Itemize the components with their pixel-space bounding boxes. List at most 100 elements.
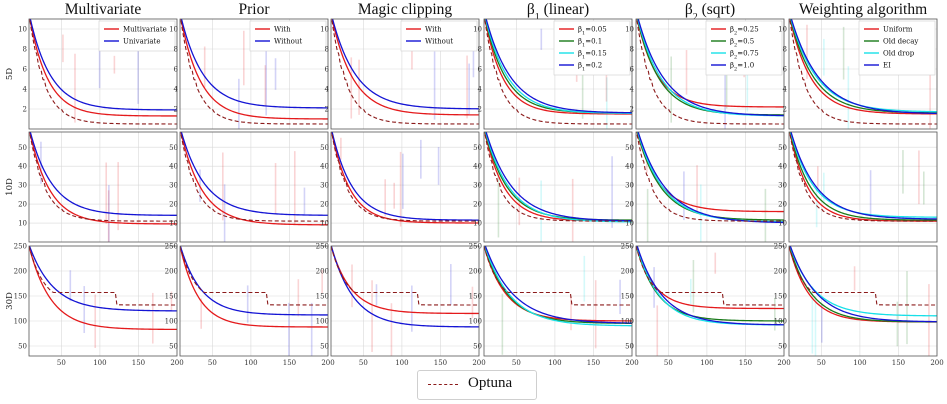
legend-optuna-line <box>428 384 458 385</box>
panel-plot-area <box>484 132 632 242</box>
y-tick-label: 20 <box>625 201 634 209</box>
panel-2-0: 2 4 6 8 10 <box>320 18 480 130</box>
series-line-without <box>331 246 479 328</box>
panel-plot-area <box>331 19 479 125</box>
series-line--2-1-0 <box>637 19 784 117</box>
optuna-dashed-line <box>29 132 177 222</box>
series-line-ei <box>790 19 937 115</box>
y-tick-label: 2 <box>174 106 178 114</box>
y-tick-label: 2 <box>783 106 787 114</box>
y-tick-label: 4 <box>325 86 330 94</box>
row-label-0: 5D <box>5 68 15 80</box>
row-label-2: 30D <box>5 292 15 310</box>
x-tick-label: 150 <box>739 359 752 367</box>
y-tick-label: 2 <box>325 106 329 114</box>
panel-4-2: 50 100 150 200 250 50 100 150 200 <box>621 243 791 367</box>
legend-entry-label: β1=0.2 <box>578 62 602 73</box>
y-tick-label: 200 <box>165 268 178 276</box>
y-tick-label: 6 <box>478 66 483 74</box>
optuna-dashed-line <box>331 246 479 306</box>
x-tick-label: 50 <box>57 359 66 367</box>
optuna-dashed-line <box>484 246 632 306</box>
panel-0-2: 50 100 150 200 250 50 100 150 200 <box>14 243 184 367</box>
y-tick-label: 30 <box>625 182 634 190</box>
y-tick-label: 6 <box>630 66 635 74</box>
y-tick-label: 20 <box>778 201 787 209</box>
legend-entry-label: β2=0.5 <box>730 38 754 49</box>
y-tick-label: 20 <box>473 201 482 209</box>
series-line--1-0-15 <box>485 19 632 114</box>
panel-plot-area <box>789 246 937 356</box>
panel-background <box>331 132 479 242</box>
y-tick-label: 200 <box>621 268 634 276</box>
y-tick-label: 4 <box>23 86 28 94</box>
series-line--1-0-2 <box>485 132 632 222</box>
y-tick-label: 10 <box>473 26 482 34</box>
legend-entry-label: Without <box>425 38 453 46</box>
x-tick-label: 100 <box>700 359 713 367</box>
y-tick-label: 250 <box>14 243 27 251</box>
y-tick-label: 8 <box>478 46 482 54</box>
y-tick-label: 2 <box>478 106 482 114</box>
panel-title-0: Multivariate <box>65 1 142 18</box>
x-tick-label: 100 <box>93 359 106 367</box>
series-line-univariate <box>29 19 177 111</box>
series-line-without <box>180 132 328 216</box>
optuna-dashed-line <box>29 246 177 306</box>
panel-background <box>789 246 937 356</box>
x-tick-label: 50 <box>208 359 217 367</box>
panel-frame <box>330 131 480 243</box>
y-tick-label: 10 <box>778 220 787 228</box>
series-line-with <box>180 19 328 120</box>
y-tick-label: 50 <box>169 144 178 152</box>
y-tick-label: 10 <box>473 220 482 228</box>
y-tick-label: 6 <box>325 66 330 74</box>
panel-background <box>331 246 479 356</box>
panel-legend-box <box>98 20 176 52</box>
y-tick-label: 40 <box>320 163 329 171</box>
series-line-without <box>331 19 479 110</box>
y-tick-label: 150 <box>774 293 787 301</box>
y-tick-label: 10 <box>320 220 329 228</box>
series-line-univariate <box>29 246 177 312</box>
series-line-with <box>180 246 328 328</box>
panel-1-1: 10 20 30 40 50 <box>169 131 329 243</box>
panel-frame <box>179 245 329 357</box>
panel-4-1: 10 20 30 40 50 <box>625 131 785 243</box>
series-line-old-decay <box>789 132 937 221</box>
series-line--1-0-05 <box>484 19 632 115</box>
series-line-multivariate <box>29 246 177 331</box>
series-line--1-0-2 <box>484 246 632 324</box>
panel-1-0: 2 4 6 8 10 <box>169 18 329 130</box>
panel-background <box>29 132 177 242</box>
panel-frame <box>330 18 480 130</box>
row-label-1: 10D <box>5 178 15 196</box>
panel-frame <box>28 245 178 357</box>
y-tick-label: 8 <box>630 46 634 54</box>
panel-1-2: 50 100 150 200 250 50 100 150 200 <box>165 243 335 367</box>
panel-title-3: β1 (linear) <box>527 1 589 23</box>
panel-frame <box>635 245 785 357</box>
y-tick-label: 8 <box>783 46 787 54</box>
x-tick-label: 150 <box>587 359 600 367</box>
panel-legend-box <box>705 20 783 76</box>
series-line-with <box>331 19 479 116</box>
legend-entry-label: Univariate <box>123 38 161 46</box>
y-tick-label: 50 <box>473 144 482 152</box>
y-tick-label: 100 <box>469 318 482 326</box>
panel-3-1: 10 20 30 40 50 <box>473 131 633 243</box>
optuna-dashed-line <box>789 132 937 222</box>
y-tick-label: 250 <box>621 243 634 251</box>
y-tick-label: 10 <box>625 26 634 34</box>
x-tick-label: 50 <box>664 359 673 367</box>
panel-background <box>29 246 177 356</box>
optuna-dashed-line <box>29 19 177 125</box>
panel-5-1: 10 20 30 40 50 <box>778 131 938 243</box>
y-tick-label: 2 <box>630 106 634 114</box>
panel-frame <box>635 18 785 130</box>
x-tick-label: 200 <box>930 359 943 367</box>
y-tick-label: 10 <box>18 26 27 34</box>
panel-5-2: 50 100 150 200 250 50 100 150 200 <box>774 243 944 367</box>
x-tick-label: 150 <box>283 359 296 367</box>
